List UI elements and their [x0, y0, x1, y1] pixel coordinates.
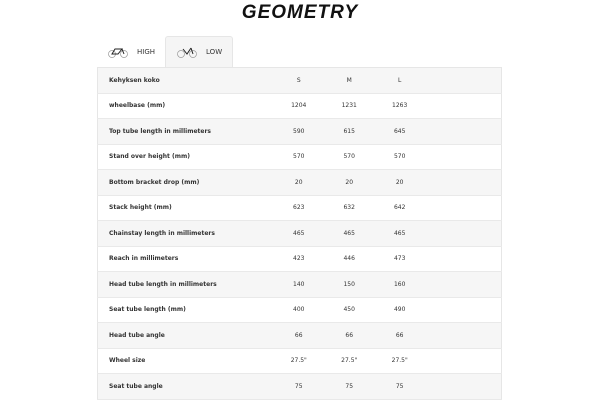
- header-size-l: L: [374, 67, 425, 94]
- row-value: 1231: [323, 93, 375, 119]
- row-value: 75: [323, 373, 375, 400]
- table-row: Top tube length in millimeters 590 615 645: [97, 118, 502, 145]
- table-row: Reach in millimeters 423 446 473: [97, 246, 502, 272]
- row-value: 27.5": [323, 348, 375, 374]
- row-value: 140: [273, 271, 324, 298]
- row-value: 632: [323, 195, 375, 221]
- row-value: 75: [374, 373, 425, 400]
- row-value: 20: [374, 169, 425, 196]
- row-label: Head tube length in millimeters: [97, 271, 274, 298]
- table-row: Wheel size 27.5" 27.5" 27.5": [97, 348, 502, 374]
- row-value: 645: [374, 118, 425, 145]
- table-row: Stand over height (mm) 570 570 570: [97, 144, 502, 170]
- tab-low[interactable]: LOW: [165, 36, 234, 67]
- row-value: 20: [273, 169, 324, 196]
- row-value: 465: [374, 220, 425, 247]
- row-value: 570: [273, 144, 324, 170]
- row-label: Top tube length in millimeters: [97, 118, 274, 145]
- row-value: 623: [273, 195, 324, 221]
- row-value: 27.5": [273, 348, 324, 374]
- row-label: Seat tube length (mm): [97, 297, 274, 323]
- row-value: 160: [374, 271, 425, 298]
- row-value: 473: [374, 246, 425, 272]
- row-value: 75: [273, 373, 324, 400]
- row-label: Stack height (mm): [97, 195, 274, 221]
- row-value: 590: [273, 118, 324, 145]
- row-value: 642: [374, 195, 425, 221]
- row-value: 1263: [374, 93, 425, 119]
- row-value: 150: [323, 271, 375, 298]
- row-value: 465: [323, 220, 375, 247]
- row-label: Chainstay length in millimeters: [97, 220, 274, 247]
- row-value: 615: [323, 118, 375, 145]
- tab-high-label: HIGH: [137, 47, 156, 56]
- tab-high[interactable]: HIGH: [97, 36, 165, 67]
- table-row: Stack height (mm) 623 632 642: [97, 195, 502, 221]
- table-header-row: Kehyksen koko S M L: [97, 67, 502, 94]
- header-label: Kehyksen koko: [97, 67, 274, 94]
- row-label: wheelbase (mm): [97, 93, 274, 119]
- row-value: 465: [273, 220, 324, 247]
- row-value: 66: [374, 322, 425, 349]
- row-value: 66: [323, 322, 375, 349]
- row-value: 570: [374, 144, 425, 170]
- row-value: 446: [323, 246, 375, 272]
- row-label: Reach in millimeters: [97, 246, 274, 272]
- page-title: GEOMETRY: [241, 2, 359, 23]
- bike-low-frame-icon: [177, 47, 197, 58]
- row-value: 423: [273, 246, 324, 272]
- table-row: Head tube angle 66 66 66: [97, 322, 502, 349]
- bike-high-frame-icon: [108, 48, 128, 58]
- table-row: Chainstay length in millimeters 465 465 465: [97, 220, 502, 247]
- table-row: Seat tube length (mm) 400 450 490: [97, 297, 502, 323]
- table-row: wheelbase (mm) 1204 1231 1263: [97, 93, 502, 119]
- row-value: 400: [273, 297, 324, 323]
- tabs: HIGH LOW: [97, 36, 234, 67]
- table-row: Seat tube angle 75 75 75: [97, 373, 502, 400]
- geometry-table: Kehyksen koko S M L wheelbase (mm) 1204 12…: [97, 67, 502, 400]
- row-label: Stand over height (mm): [97, 144, 274, 170]
- row-value: 570: [323, 144, 375, 170]
- tab-low-label: LOW: [206, 48, 223, 56]
- row-value: 490: [374, 297, 425, 323]
- table-row: Head tube length in millimeters 140 150 160: [97, 271, 502, 298]
- row-value: 27.5": [374, 348, 425, 374]
- row-label: Seat tube angle: [97, 373, 274, 400]
- row-label: Head tube angle: [97, 322, 274, 349]
- row-label: Wheel size: [97, 348, 274, 374]
- table-row: Bottom bracket drop (mm) 20 20 20: [97, 169, 502, 196]
- row-value: 66: [273, 322, 324, 349]
- row-value: 20: [323, 169, 375, 196]
- header-size-s: S: [273, 67, 324, 94]
- row-label: Bottom bracket drop (mm): [97, 169, 274, 196]
- row-value: 450: [323, 297, 375, 323]
- row-value: 1204: [273, 93, 324, 119]
- header-size-m: M: [323, 67, 375, 94]
